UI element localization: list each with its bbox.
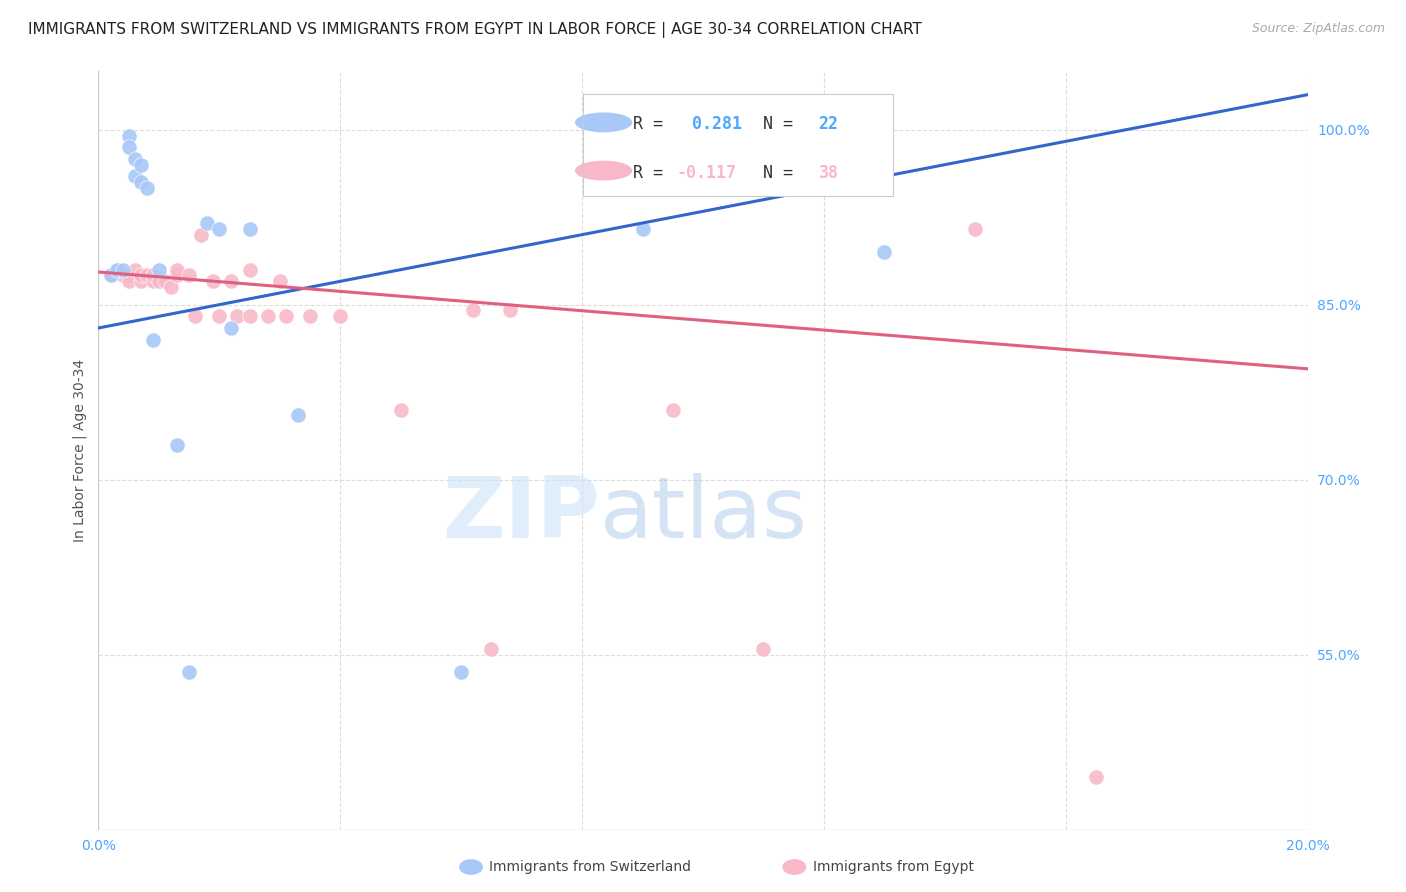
Point (179, 268, 201, 283)
Point (208, 222, 231, 236)
Point (190, 227, 212, 242)
Point (752, 641, 775, 656)
Point (1085, 770, 1108, 784)
Point (100, 268, 122, 283)
Text: -0.117: -0.117 (676, 163, 737, 182)
Point (148, 274, 170, 288)
Point (142, 268, 165, 283)
Point (111, 262, 134, 277)
Text: Source: ZipAtlas.com: Source: ZipAtlas.com (1251, 22, 1385, 36)
Point (135, 268, 157, 283)
Text: Immigrants from Switzerland: Immigrants from Switzerland (489, 860, 692, 874)
Text: 38: 38 (818, 163, 838, 182)
Point (329, 310, 352, 324)
Circle shape (576, 113, 631, 132)
Point (239, 222, 262, 236)
Text: atlas: atlas (600, 474, 808, 557)
Point (389, 402, 412, 417)
Point (166, 268, 188, 283)
Point (184, 310, 207, 324)
Point (450, 665, 472, 679)
Point (498, 303, 520, 318)
Text: 22: 22 (818, 115, 838, 134)
Point (965, 222, 987, 236)
Point (661, 402, 683, 417)
Point (481, 641, 503, 656)
Point (287, 409, 309, 423)
Point (160, 280, 183, 294)
Point (166, 437, 188, 451)
Point (239, 262, 262, 277)
Point (269, 274, 291, 288)
Point (221, 321, 243, 335)
Point (179, 665, 201, 679)
Text: 0.281: 0.281 (692, 115, 742, 134)
Point (239, 310, 262, 324)
Point (274, 310, 297, 324)
Point (195, 216, 218, 230)
Point (463, 303, 485, 318)
Point (299, 310, 322, 324)
Point (100, 268, 122, 283)
Point (226, 310, 249, 324)
Text: N =: N = (763, 163, 803, 182)
Point (118, 274, 141, 288)
Point (135, 181, 157, 195)
Point (221, 274, 243, 288)
Point (208, 310, 231, 324)
Point (142, 274, 165, 288)
Point (118, 128, 141, 143)
Y-axis label: In Labor Force | Age 30-34: In Labor Force | Age 30-34 (73, 359, 87, 542)
Point (142, 333, 165, 347)
Point (129, 158, 152, 172)
Text: R =: R = (633, 115, 683, 134)
Point (111, 268, 134, 283)
Circle shape (576, 161, 631, 180)
Point (153, 274, 176, 288)
Text: ZIP: ZIP (443, 474, 600, 557)
Text: IMMIGRANTS FROM SWITZERLAND VS IMMIGRANTS FROM EGYPT IN LABOR FORCE | AGE 30-34 : IMMIGRANTS FROM SWITZERLAND VS IMMIGRANT… (28, 22, 922, 38)
Point (129, 175, 152, 189)
Point (256, 310, 278, 324)
Point (124, 152, 146, 166)
Point (124, 169, 146, 184)
Text: Immigrants from Egypt: Immigrants from Egypt (813, 860, 974, 874)
Point (129, 274, 152, 288)
Point (631, 222, 654, 236)
Point (118, 268, 141, 283)
Point (105, 262, 128, 277)
Point (124, 262, 146, 277)
Point (166, 262, 188, 277)
Text: R =: R = (633, 163, 673, 182)
Point (129, 268, 152, 283)
Point (105, 262, 128, 277)
Text: N =: N = (763, 115, 803, 134)
Point (148, 262, 170, 277)
Point (873, 245, 896, 260)
Point (118, 140, 141, 154)
Point (202, 274, 225, 288)
